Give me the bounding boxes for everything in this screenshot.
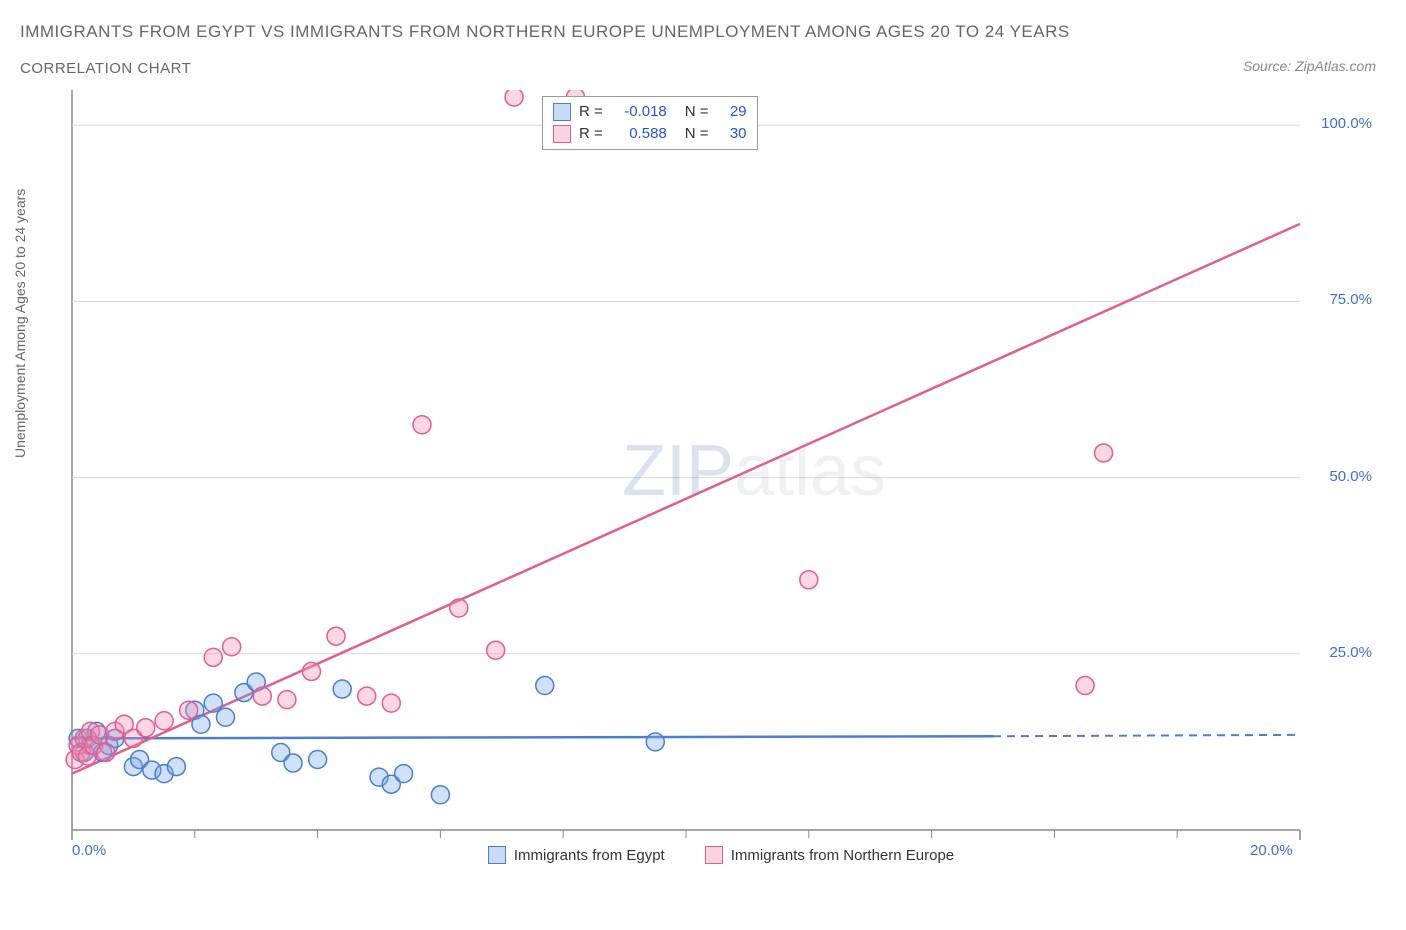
n-label-2: N = <box>685 123 709 145</box>
y-axis-label: Unemployment Among Ages 20 to 24 years <box>12 189 28 458</box>
r-value-pink: 0.588 <box>611 123 667 145</box>
legend-stats-row-blue: R = -0.018 N = 29 <box>553 101 747 123</box>
legend-stats-row-pink: R = 0.588 N = 30 <box>553 123 747 145</box>
n-value-pink: 30 <box>717 123 747 145</box>
source-attribution: Source: ZipAtlas.com <box>1243 58 1376 74</box>
swatch-pink-icon-2 <box>705 846 723 864</box>
x-tick-label: 0.0% <box>72 842 106 859</box>
n-value-blue: 29 <box>717 101 747 123</box>
scatter-svg <box>62 90 1380 870</box>
bottom-legend-item-pink: Immigrants from Northern Europe <box>705 846 954 864</box>
bottom-legend-item-blue: Immigrants from Egypt <box>488 846 665 864</box>
bottom-legend-label-pink: Immigrants from Northern Europe <box>731 847 954 864</box>
y-tick-label: 75.0% <box>1329 291 1372 308</box>
chart-subtitle: CORRELATION CHART <box>20 60 191 77</box>
r-value-blue: -0.018 <box>611 101 667 123</box>
y-tick-label: 25.0% <box>1329 644 1372 661</box>
bottom-legend: Immigrants from Egypt Immigrants from No… <box>62 846 1380 864</box>
r-label-2: R = <box>579 123 603 145</box>
n-label: N = <box>685 101 709 123</box>
swatch-blue-icon-2 <box>488 846 506 864</box>
r-label: R = <box>579 101 603 123</box>
chart-plot-area: ZIPatlas R = -0.018 N = 29 R = 0.588 N =… <box>62 90 1380 870</box>
chart-title: IMMIGRANTS FROM EGYPT VS IMMIGRANTS FROM… <box>20 22 1070 42</box>
swatch-pink-icon <box>553 125 571 143</box>
legend-stats-box: R = -0.018 N = 29 R = 0.588 N = 30 <box>542 96 758 150</box>
y-tick-label: 100.0% <box>1321 115 1372 132</box>
y-tick-label: 50.0% <box>1329 468 1372 485</box>
bottom-legend-label-blue: Immigrants from Egypt <box>514 847 665 864</box>
swatch-blue-icon <box>553 103 571 121</box>
x-tick-label: 20.0% <box>1250 842 1293 859</box>
